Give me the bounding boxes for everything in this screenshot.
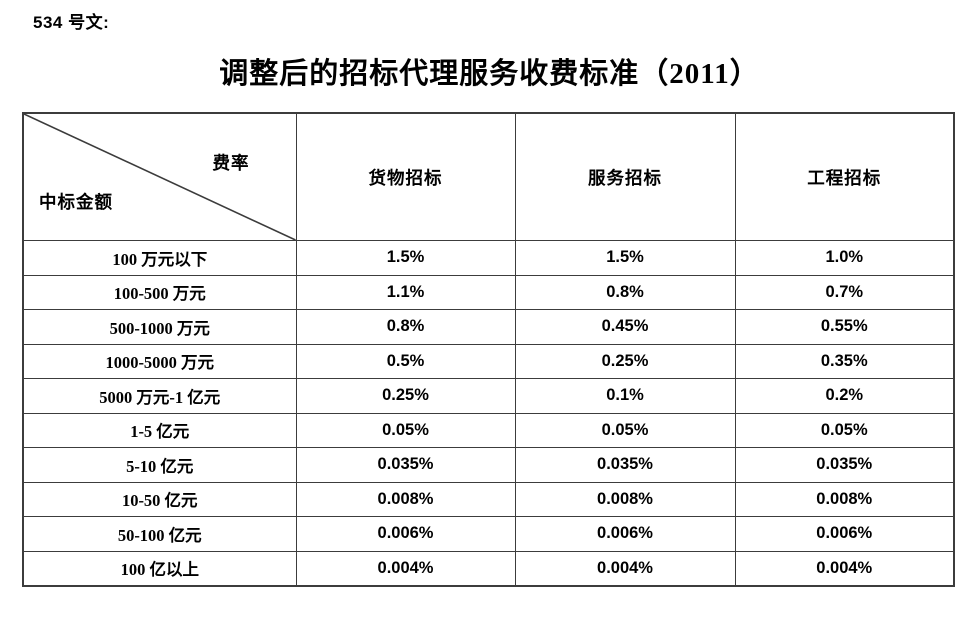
row-label: 5-10 亿元 bbox=[22, 447, 297, 483]
row-label: 100 亿以上 bbox=[22, 550, 297, 587]
table-cell: 0.05% bbox=[514, 412, 736, 448]
table-cell: 0.035% bbox=[295, 447, 516, 483]
table-header-row: 费率 中标金额 货物招标 服务招标 工程招标 bbox=[22, 112, 955, 241]
table-cell: 0.45% bbox=[514, 309, 736, 345]
table-cell: 0.008% bbox=[295, 481, 516, 517]
table-cell: 0.004% bbox=[734, 550, 955, 587]
table-row: 1000-5000 万元 0.5% 0.25% 0.35% bbox=[22, 343, 955, 379]
table-cell: 0.2% bbox=[734, 378, 955, 414]
row-label: 100-500 万元 bbox=[22, 274, 297, 310]
row-label: 1-5 亿元 bbox=[22, 412, 297, 448]
table-cell: 0.006% bbox=[514, 516, 736, 552]
table-cell: 0.006% bbox=[295, 516, 516, 552]
table-cell: 1.5% bbox=[295, 240, 516, 276]
table-cell: 0.5% bbox=[295, 343, 516, 379]
diagonal-corner-cell: 费率 中标金额 bbox=[22, 112, 297, 241]
table-cell: 0.035% bbox=[734, 447, 955, 483]
page-title: 调整后的招标代理服务收费标准（2011） bbox=[219, 58, 760, 90]
table-row: 50-100 亿元 0.006% 0.006% 0.006% bbox=[22, 516, 955, 552]
column-header-engineering: 工程招标 bbox=[734, 112, 955, 241]
row-label: 50-100 亿元 bbox=[22, 516, 297, 552]
table-row: 100 亿以上 0.004% 0.004% 0.004% bbox=[22, 550, 955, 587]
table-cell: 0.035% bbox=[514, 447, 736, 483]
table-cell: 0.004% bbox=[295, 550, 516, 587]
table-cell: 0.1% bbox=[514, 378, 736, 414]
row-label: 100 万元以下 bbox=[22, 240, 297, 276]
row-label: 500-1000 万元 bbox=[22, 309, 297, 345]
row-label: 1000-5000 万元 bbox=[22, 343, 297, 379]
table-row: 100 万元以下 1.5% 1.5% 1.0% bbox=[22, 240, 955, 276]
corner-label-amount: 中标金额 bbox=[39, 192, 113, 212]
fee-rate-table: 费率 中标金额 货物招标 服务招标 工程招标 100 万元以下 1.5% 1.5… bbox=[22, 112, 955, 587]
table-cell: 1.5% bbox=[514, 240, 736, 276]
table-cell: 0.25% bbox=[514, 343, 736, 379]
table-cell: 0.25% bbox=[295, 378, 516, 414]
table-row: 10-50 亿元 0.008% 0.008% 0.008% bbox=[22, 481, 955, 517]
row-label: 5000 万元-1 亿元 bbox=[22, 378, 297, 414]
table-cell: 0.8% bbox=[514, 274, 736, 310]
table-cell: 0.008% bbox=[734, 481, 955, 517]
corner-label-rate: 费率 bbox=[212, 153, 250, 173]
table-cell: 0.55% bbox=[734, 309, 955, 345]
column-header-services: 服务招标 bbox=[514, 112, 736, 241]
table-row: 5-10 亿元 0.035% 0.035% 0.035% bbox=[22, 447, 955, 483]
table-cell: 0.008% bbox=[514, 481, 736, 517]
table-cell: 1.0% bbox=[734, 240, 955, 276]
table-cell: 0.004% bbox=[514, 550, 736, 587]
row-label: 10-50 亿元 bbox=[22, 481, 297, 517]
table-row: 500-1000 万元 0.8% 0.45% 0.55% bbox=[22, 309, 955, 345]
table-cell: 1.1% bbox=[295, 274, 516, 310]
table-row: 1-5 亿元 0.05% 0.05% 0.05% bbox=[22, 412, 955, 448]
column-header-goods: 货物招标 bbox=[295, 112, 516, 241]
table-row: 100-500 万元 1.1% 0.8% 0.7% bbox=[22, 274, 955, 310]
table-row: 5000 万元-1 亿元 0.25% 0.1% 0.2% bbox=[22, 378, 955, 414]
diagonal-line bbox=[24, 114, 296, 240]
doc-number-label: 534 号文: bbox=[33, 13, 110, 32]
table-cell: 0.05% bbox=[295, 412, 516, 448]
table-cell: 0.7% bbox=[734, 274, 955, 310]
table-cell: 0.35% bbox=[734, 343, 955, 379]
table-cell: 0.8% bbox=[295, 309, 516, 345]
table-cell: 0.05% bbox=[734, 412, 955, 448]
table-cell: 0.006% bbox=[734, 516, 955, 552]
